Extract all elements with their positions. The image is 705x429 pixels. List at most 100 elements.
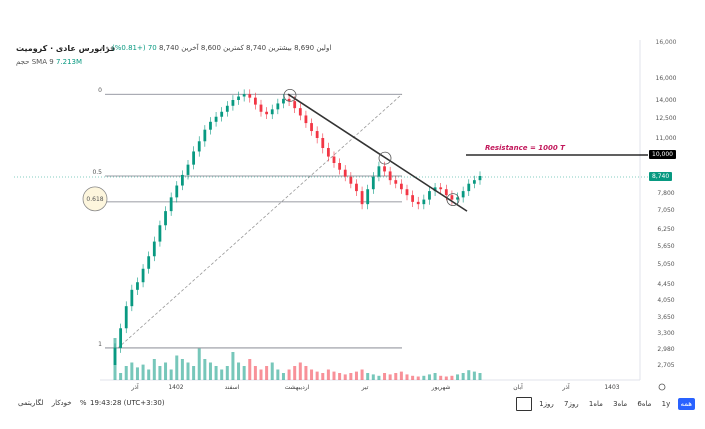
volume-bar <box>237 362 241 380</box>
volume-bar <box>399 371 403 380</box>
candle-body <box>411 195 415 202</box>
candle-body <box>338 162 342 170</box>
candle-body <box>192 151 196 165</box>
range-1m[interactable]: 1ماه <box>588 400 603 408</box>
candle-body <box>214 116 218 122</box>
time-tick-label: 1402 <box>168 384 183 391</box>
time-tick-label: 1403 <box>604 384 619 391</box>
volume-bar <box>332 371 336 380</box>
volume-bar <box>349 373 353 380</box>
volume-bar <box>371 374 375 380</box>
price-tick-label: 16,000 <box>656 75 677 82</box>
candle-body <box>180 174 184 186</box>
volume-bar <box>298 362 302 380</box>
volume-bar <box>253 366 257 380</box>
bottom-toolbar: خودکار لگاریتمی % 19:43:28 (UTC+3:30) 1ر… <box>0 395 705 415</box>
price-tick-label: 5,650 <box>657 243 674 250</box>
fib-level-label: 0.5 <box>92 169 102 176</box>
volume-bar <box>411 375 415 380</box>
candle-body <box>298 108 302 116</box>
volume-bar <box>433 373 437 380</box>
range-selector: 1روز 7روز 1ماه 3ماه 6ماه 1y همه <box>514 397 695 411</box>
range-1d[interactable]: 1روز <box>539 400 554 408</box>
candle-body <box>428 191 431 200</box>
volume-bars <box>113 338 482 380</box>
volume-bar <box>377 375 381 380</box>
candle-body <box>450 195 454 200</box>
ohlc-readout: اولین 8,690 بیشترین 8,740 کمترین 8,600 آ… <box>112 44 331 52</box>
volume-bar <box>461 373 465 380</box>
candle-body <box>113 347 117 365</box>
candle-body <box>343 169 347 177</box>
symbol-title: فرابورس عادی · کرومیت <box>16 44 116 53</box>
volume-bar <box>467 370 471 380</box>
time-tick-label: اسفند <box>225 384 240 391</box>
fib-highlight-circle <box>82 186 108 212</box>
candle-body <box>304 115 308 124</box>
time-axis[interactable]: آذر 1402 اسفند اردیبهشت تیر شهریور آبان آذر 1403 <box>130 382 666 391</box>
fib-trend-dashed <box>117 93 403 349</box>
candle-body <box>366 189 370 205</box>
touch-point-circle <box>446 193 460 206</box>
volume-bar <box>141 364 145 380</box>
volume-bar <box>175 355 179 380</box>
range-6m[interactable]: 6ماه <box>637 400 652 408</box>
price-tick-label: 3,300 <box>657 330 674 337</box>
volume-bar <box>388 374 392 380</box>
volume-bar <box>276 369 280 380</box>
log-scale-button[interactable]: لگاریتمی <box>18 399 44 407</box>
volume-bar <box>259 369 263 380</box>
candle-body <box>130 289 134 307</box>
volume-bar <box>354 371 358 380</box>
range-1y[interactable]: 1y <box>661 400 671 408</box>
candle-body <box>439 187 443 190</box>
volume-bar <box>281 373 285 380</box>
candle-body <box>388 171 392 181</box>
more-options-icon[interactable]: ••• <box>100 44 115 53</box>
candle-body <box>444 189 448 196</box>
volume-bar <box>203 359 207 380</box>
candle-body <box>321 138 325 149</box>
volume-bar <box>265 366 269 380</box>
volume-readout: حجم SMA 9 7.213M <box>16 58 82 66</box>
volume-bar <box>394 373 398 380</box>
price-tick-label: 11,000 <box>656 135 677 142</box>
candle-body <box>141 268 145 283</box>
candle-body <box>231 100 235 106</box>
fibonacci-retracement[interactable]: 00.50.61810.618 <box>82 87 403 349</box>
candle-body <box>248 94 252 98</box>
time-tick-label: تیر <box>361 384 369 391</box>
price-tick-label-top: 16,000 <box>656 39 677 46</box>
volume-bar <box>439 375 443 380</box>
candle-body <box>164 211 167 226</box>
touch-point-circle <box>378 151 392 165</box>
volume-bar <box>405 374 409 380</box>
volume-bar <box>147 369 151 380</box>
volume-label: حجم SMA 9 <box>16 58 54 66</box>
drawings[interactable]: Resistance = 1000 T <box>14 88 648 212</box>
volume-bar <box>248 359 252 380</box>
ohlc-values: اولین 8,690 بیشترین 8,740 کمترین 8,600 آ… <box>158 44 332 52</box>
time-tick-label: آذر <box>561 382 570 391</box>
volume-bar <box>293 366 297 380</box>
range-all[interactable]: همه <box>677 398 695 410</box>
volume-bar <box>427 374 431 380</box>
auto-scale-button[interactable]: خودکار <box>51 399 72 407</box>
volume-bar <box>130 362 134 380</box>
range-3m[interactable]: 3ماه <box>613 400 628 408</box>
volume-bar <box>158 366 162 380</box>
range-7d[interactable]: 7روز <box>564 400 579 408</box>
candle-body <box>237 96 240 100</box>
volume-bar <box>242 366 246 380</box>
candle-body <box>422 199 426 205</box>
candle-body <box>360 191 364 205</box>
price-tick-label: 5,050 <box>657 261 674 268</box>
volume-bar <box>287 369 291 380</box>
timezone-clock[interactable]: 19:43:28 (UTC+3:30) <box>90 399 165 407</box>
calendar-icon[interactable] <box>515 397 532 411</box>
volume-bar <box>186 362 190 380</box>
candle-body <box>332 156 336 163</box>
percent-scale-button[interactable]: % <box>79 399 87 407</box>
volume-bar <box>422 375 426 380</box>
price-axis[interactable]: 16,000 16,000 14,000 12,500 11,000 7,800 7,050… <box>656 39 677 369</box>
